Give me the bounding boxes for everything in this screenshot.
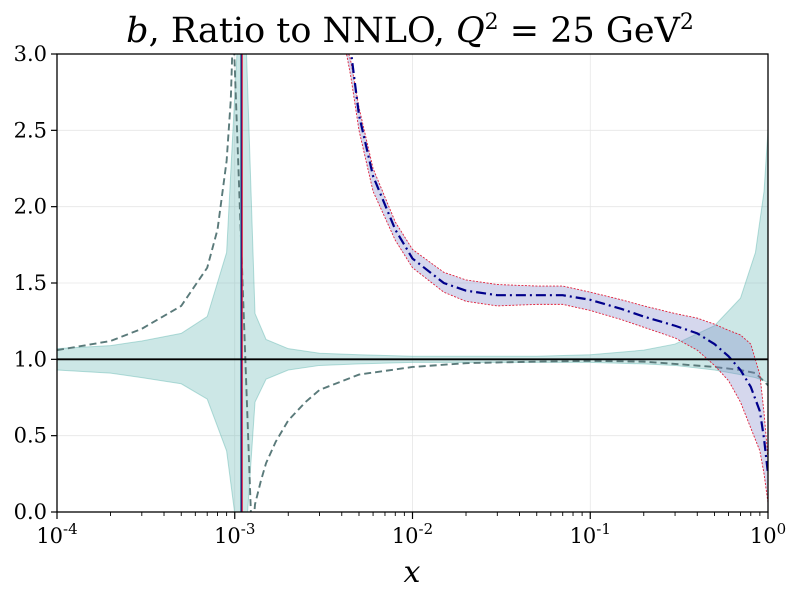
band-lower-edge-2 [346,54,768,503]
grid [56,53,769,513]
x-tick-label-4: 100 [750,520,786,548]
band-2 [346,54,768,503]
y-tick-label-5: 2.5 [14,118,47,142]
x-tick-label-0: 10-4 [36,520,77,548]
chart-title: b, Ratio to NNLO, Q2 = 25 GeV2 [126,10,694,51]
y-tick-label-3: 1.5 [14,271,47,295]
y-tick-label-0: 0.0 [14,500,47,524]
series-line-1 [57,54,768,512]
y-tick-label-1: 0.5 [14,424,47,448]
y-tick-label-2: 1.0 [14,347,47,371]
band-0 [57,54,768,512]
x-tick-label-1: 10-3 [214,520,255,548]
band-upper-edge-0 [57,54,768,357]
x-axis-label: x [404,555,421,590]
ticks: 10-4 10-3 10-2 10-1 100 0.0 0.5 1.0 1.5 2.0 2.5 3.0 [14,42,787,548]
x-tick-label-2: 10-2 [392,520,433,548]
band-upper-edge-2 [348,54,768,459]
y-tick-label-4: 2.0 [14,195,47,219]
x-tick-label-3: 10-1 [570,520,611,548]
band-lower-edge-0 [57,361,768,512]
plot-area [57,54,768,512]
y-tick-label-6: 3.0 [14,42,47,66]
series-line-3 [350,54,768,474]
